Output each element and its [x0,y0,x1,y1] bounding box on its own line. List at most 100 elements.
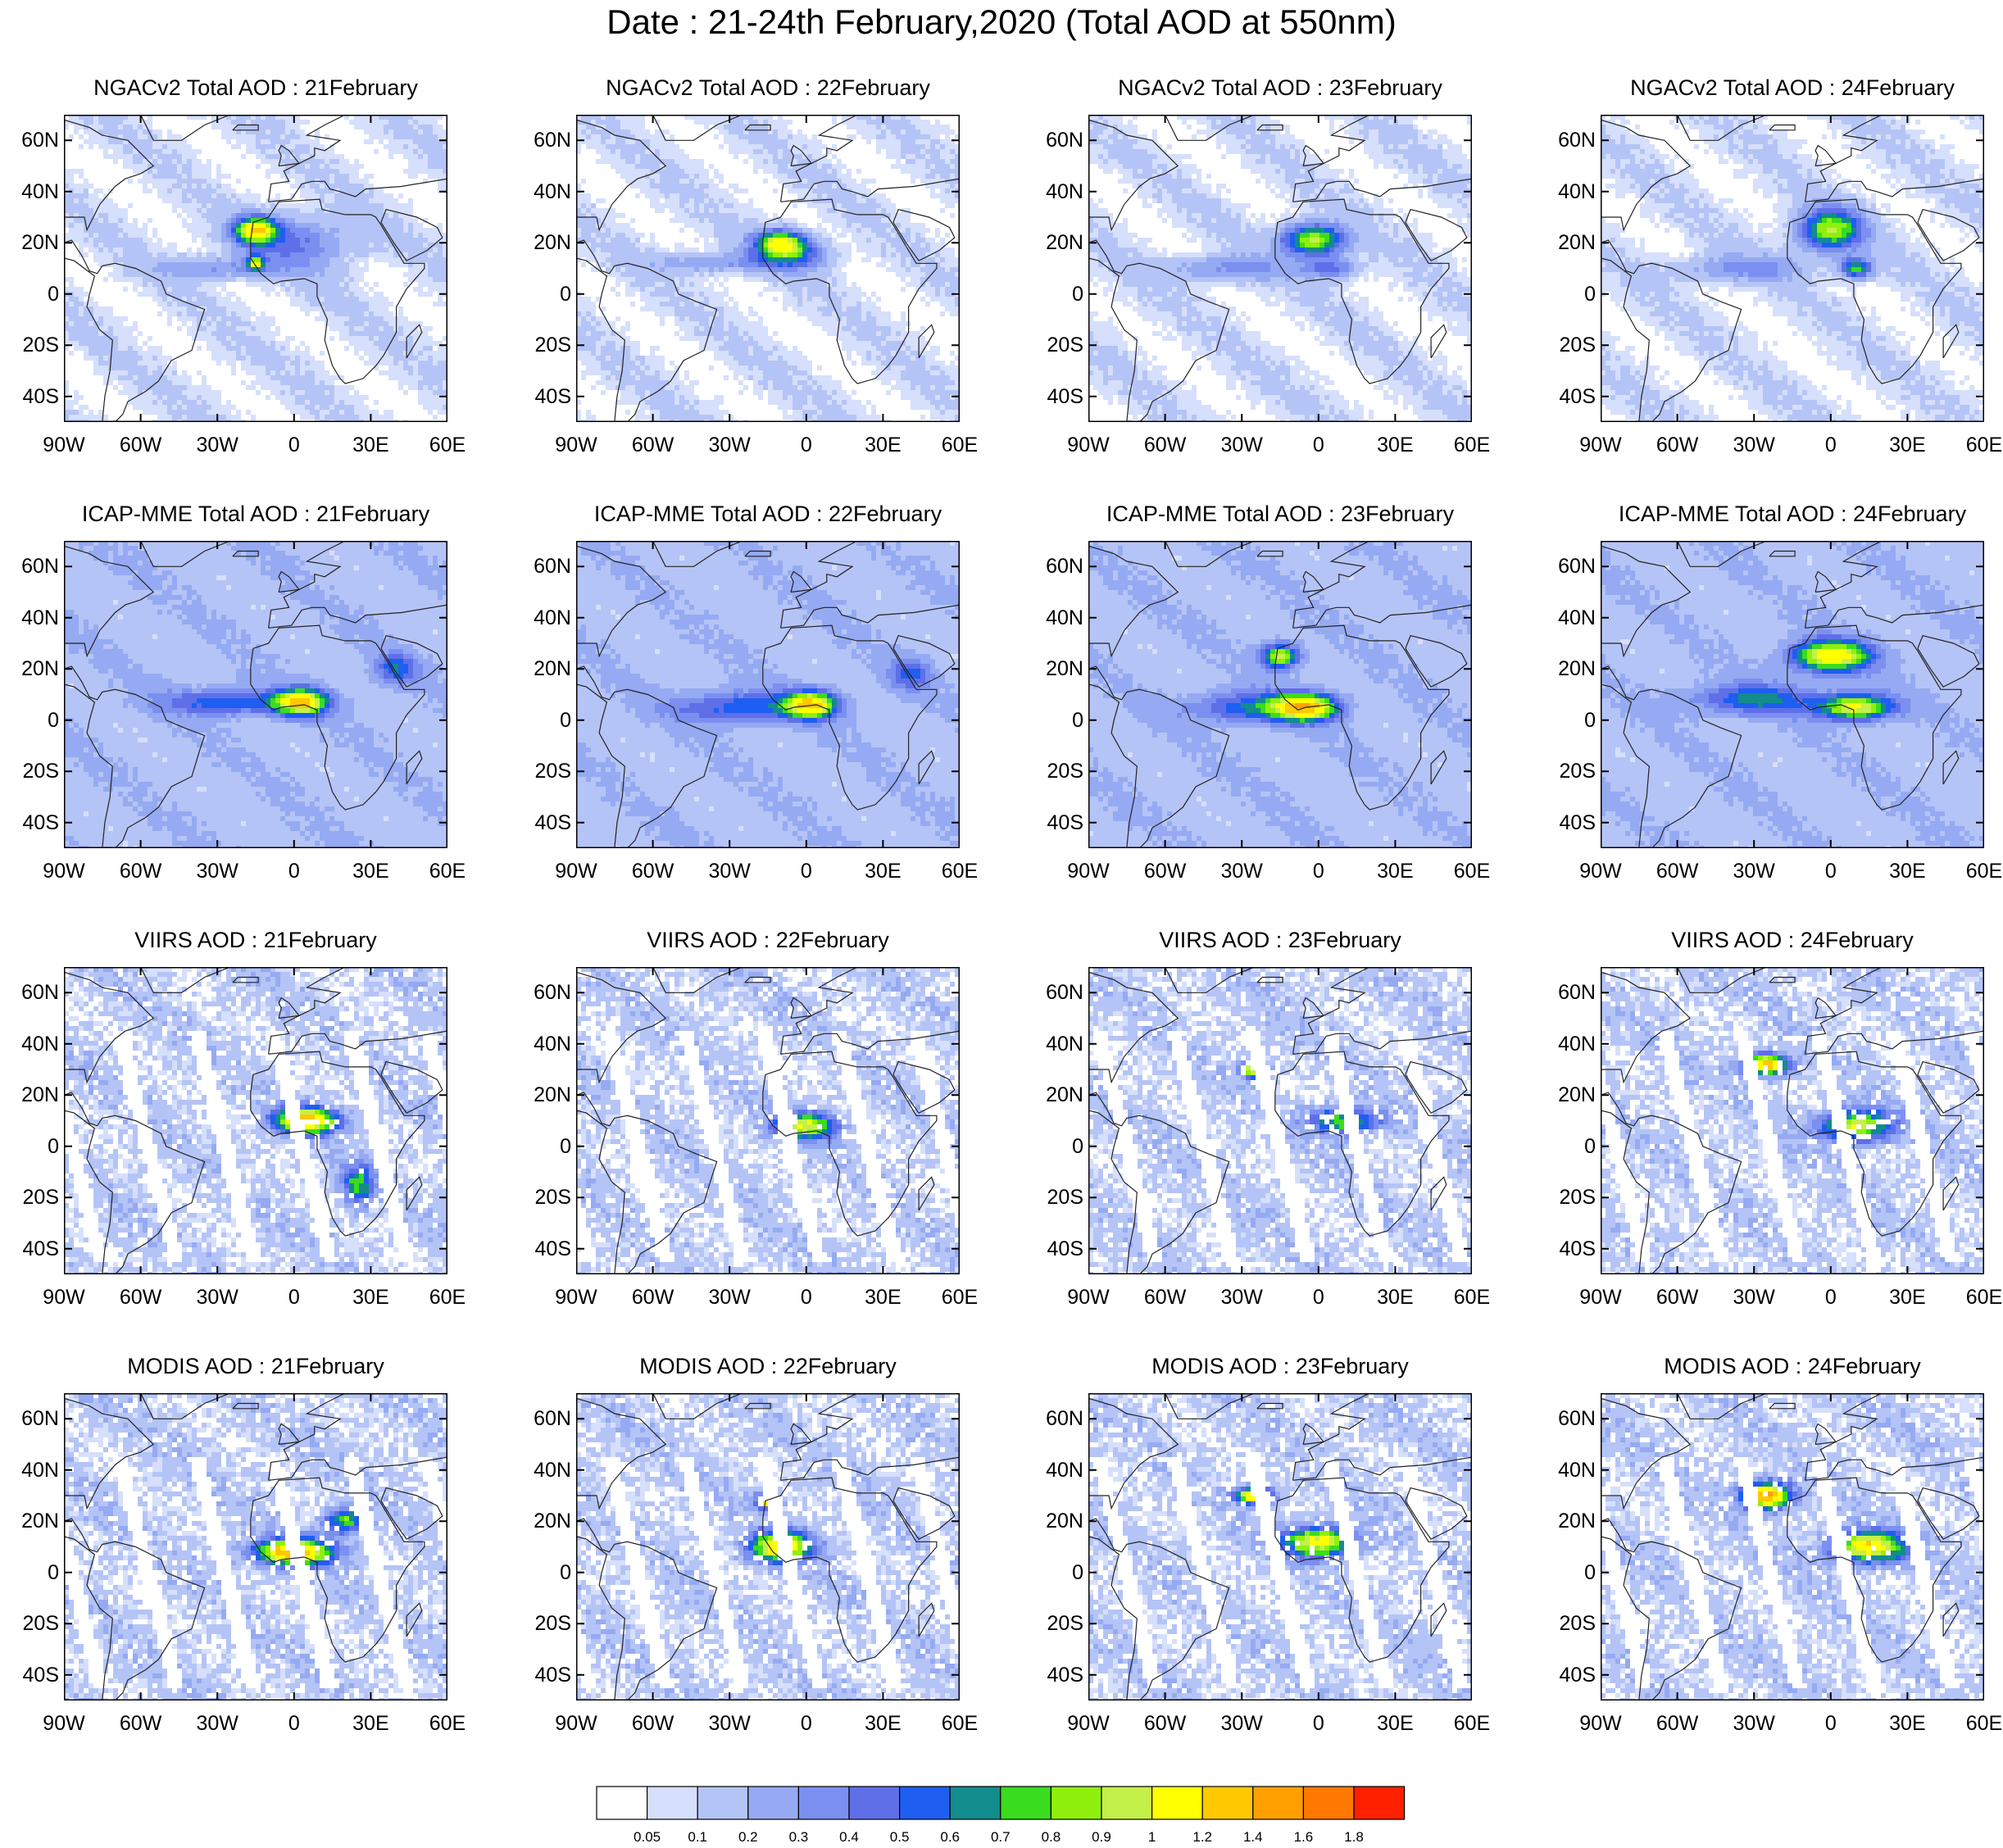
panel-title: MODIS AOD : 23February [1088,1352,1472,1380]
lon-tick-label: 0 [774,434,839,456]
aod-map [576,541,960,848]
lat-tick-label: 20S [0,1186,59,1209]
aod-field [1088,115,1472,422]
colorbar-label: 1.2 [1184,1829,1220,1846]
lon-tick-label: 30E [1362,434,1428,456]
panel-title: NGACv2 Total AOD : 21February [64,74,447,102]
lon-tick-label: 30W [1721,860,1787,883]
lon-tick-label: 30W [184,434,250,456]
colorbar-label: 0.7 [983,1829,1019,1846]
lat-tick-label: 0 [1024,283,1083,306]
lat-tick-label: 20N [1024,1510,1083,1532]
colorbar-label: 0.05 [629,1829,665,1846]
lon-tick-label: 0 [774,1286,839,1309]
lat-tick-label: 0 [512,709,571,732]
lon-tick-label: 30E [1874,1712,1940,1735]
map-panel: ICAP-MME Total AOD : 21February 60N 40N 20N… [0,492,515,922]
lat-tick-label: 20N [1537,231,1596,254]
lat-tick-label: 20S [1024,1612,1083,1635]
lat-tick-label: 20S [1537,1186,1596,1209]
lon-tick-label: 0 [261,1712,327,1735]
lat-tick-label: 40N [1537,606,1596,629]
lon-tick-label: 60W [1645,434,1710,456]
lat-tick-label: 40S [1024,811,1083,834]
lon-tick-label: 30E [1362,1712,1428,1735]
lon-tick-label: 90W [1568,860,1633,883]
lat-tick-label: 20N [0,657,59,680]
lat-tick-label: 60N [1024,1407,1083,1430]
lat-tick-label: 60N [0,1407,59,1430]
map-panel: MODIS AOD : 22February 60N 40N 20N 0 20S 40S 90… [512,1344,1027,1774]
lon-tick-label: 30W [1721,1712,1787,1735]
map-panel: MODIS AOD : 24February 60N 40N 20N 0 20S 40S 90… [1537,1344,2003,1774]
lon-tick-label: 0 [1798,860,1864,883]
map-panel: NGACv2 Total AOD : 21February 60N 40N 20N 0 2… [0,66,515,496]
aod-map [576,115,960,422]
aod-map [1601,541,1984,848]
lon-tick-label: 0 [261,860,327,883]
lat-tick-label: 0 [1024,709,1083,732]
lat-tick-label: 40N [1024,180,1083,203]
lon-tick-label: 90W [1568,1712,1633,1735]
colorbar-label: 1.4 [1235,1829,1271,1846]
lat-tick-label: 60N [0,981,59,1004]
lon-tick-label: 90W [543,434,609,456]
lat-tick-label: 60N [1024,555,1083,578]
lat-tick-label: 20N [1024,231,1083,254]
aod-field [1601,967,1984,1274]
lon-tick-label: 60W [1645,1712,1710,1735]
panel-title: VIIRS AOD : 21February [64,926,447,954]
lon-tick-label: 60E [1439,860,1505,883]
lon-tick-label: 30W [1209,1286,1274,1309]
lon-tick-label: 0 [1286,860,1351,883]
aod-map [1601,967,1984,1274]
lon-tick-label: 60E [415,1712,480,1735]
lat-tick-label: 0 [0,283,59,306]
lon-tick-label: 60E [1951,860,2003,883]
lon-tick-label: 30E [338,1712,403,1735]
lat-tick-label: 20S [1537,760,1596,783]
lat-tick-label: 40N [1537,180,1596,203]
colorbar-label: 0.2 [730,1829,766,1846]
lat-tick-label: 40S [0,1237,59,1260]
colorbar-label: 0.5 [882,1829,918,1846]
lat-tick-label: 40S [0,811,59,834]
map-panel: MODIS AOD : 23February 60N 40N 20N 0 20S 40S 90… [1024,1344,1539,1774]
lat-tick-label: 20S [512,1612,571,1635]
lat-tick-label: 60N [1024,129,1083,152]
lon-tick-label: 0 [774,1712,839,1735]
lat-tick-label: 20N [0,1510,59,1532]
aod-field [576,115,960,422]
aod-map [1088,1393,1472,1700]
lat-tick-label: 60N [1537,1407,1596,1430]
lon-tick-label: 60W [1133,1286,1198,1309]
colorbar-label: 0.1 [679,1829,715,1846]
lon-tick-label: 60E [927,1286,992,1309]
panel-title: MODIS AOD : 22February [576,1352,960,1380]
map-panel: VIIRS AOD : 21February 60N 40N 20N 0 20S 40S 90… [0,918,515,1348]
lat-tick-label: 60N [512,129,571,152]
lat-tick-label: 20N [1537,1510,1596,1532]
lat-tick-label: 40N [0,180,59,203]
lon-tick-label: 90W [1056,1712,1121,1735]
lon-tick-label: 60E [1951,1712,2003,1735]
lat-tick-label: 40S [1537,1664,1596,1687]
aod-map [64,541,447,848]
lat-tick-label: 20N [1537,657,1596,680]
lat-tick-label: 20S [0,1612,59,1635]
lat-tick-label: 20N [512,1510,571,1532]
panel-title: VIIRS AOD : 23February [1088,926,1472,954]
lat-tick-label: 60N [0,555,59,578]
lat-tick-label: 0 [512,1135,571,1158]
lon-tick-label: 60E [1951,1286,2003,1309]
lat-tick-label: 20N [1537,1083,1596,1106]
lat-tick-label: 0 [1537,709,1596,732]
panel-title: ICAP-MME Total AOD : 22February [576,500,960,528]
lon-tick-label: 60E [415,1286,480,1309]
lat-tick-label: 40S [512,385,571,408]
lon-tick-label: 30W [184,1712,250,1735]
lon-tick-label: 90W [1056,1286,1121,1309]
colorbar-label: 1 [1134,1829,1170,1846]
lon-tick-label: 60E [1951,434,2003,456]
lat-tick-label: 0 [0,1561,59,1584]
